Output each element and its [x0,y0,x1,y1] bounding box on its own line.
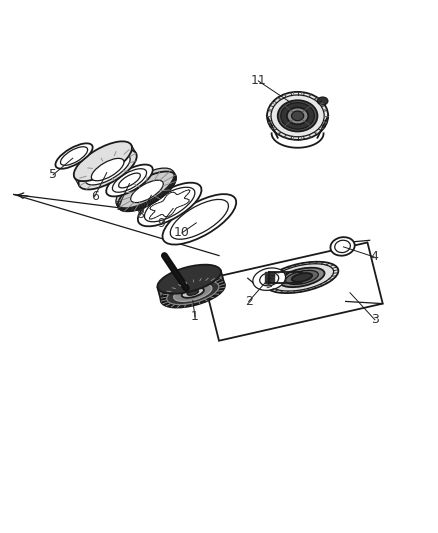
Ellipse shape [60,147,88,165]
Ellipse shape [117,169,175,209]
Ellipse shape [170,199,229,239]
Ellipse shape [167,281,219,305]
Text: 1: 1 [191,310,199,323]
Text: 5: 5 [49,168,57,181]
Ellipse shape [161,278,225,307]
Ellipse shape [118,172,176,211]
Ellipse shape [157,265,221,294]
Text: 7: 7 [115,200,123,213]
Text: 8: 8 [136,208,145,222]
Ellipse shape [182,288,204,298]
Polygon shape [158,271,224,301]
Ellipse shape [56,143,93,169]
Text: 6: 6 [91,190,99,203]
Ellipse shape [145,187,195,222]
Ellipse shape [291,111,304,120]
Ellipse shape [286,270,318,285]
Ellipse shape [265,262,339,293]
Ellipse shape [279,268,325,287]
Ellipse shape [85,154,130,185]
Ellipse shape [174,284,212,302]
Ellipse shape [287,108,308,124]
Ellipse shape [292,273,312,282]
Ellipse shape [119,173,140,188]
Ellipse shape [74,141,132,181]
Text: 9: 9 [157,217,165,230]
Ellipse shape [106,165,153,197]
Ellipse shape [335,240,350,253]
Ellipse shape [131,180,163,203]
Ellipse shape [117,170,175,209]
Ellipse shape [78,150,137,190]
Ellipse shape [281,103,314,129]
Ellipse shape [187,290,198,295]
Text: 3: 3 [371,313,379,326]
Ellipse shape [270,264,334,291]
Ellipse shape [113,169,147,192]
Ellipse shape [92,158,124,181]
Ellipse shape [162,194,236,245]
Ellipse shape [318,97,328,105]
Ellipse shape [260,272,279,286]
Ellipse shape [116,168,174,208]
Ellipse shape [267,92,328,140]
Ellipse shape [330,237,355,256]
Ellipse shape [253,268,286,290]
Ellipse shape [138,183,201,227]
Text: 4: 4 [370,251,378,263]
Ellipse shape [278,100,318,132]
Text: 11: 11 [251,75,266,87]
Ellipse shape [117,171,176,211]
Text: 10: 10 [174,227,190,239]
Text: 2: 2 [245,295,253,308]
